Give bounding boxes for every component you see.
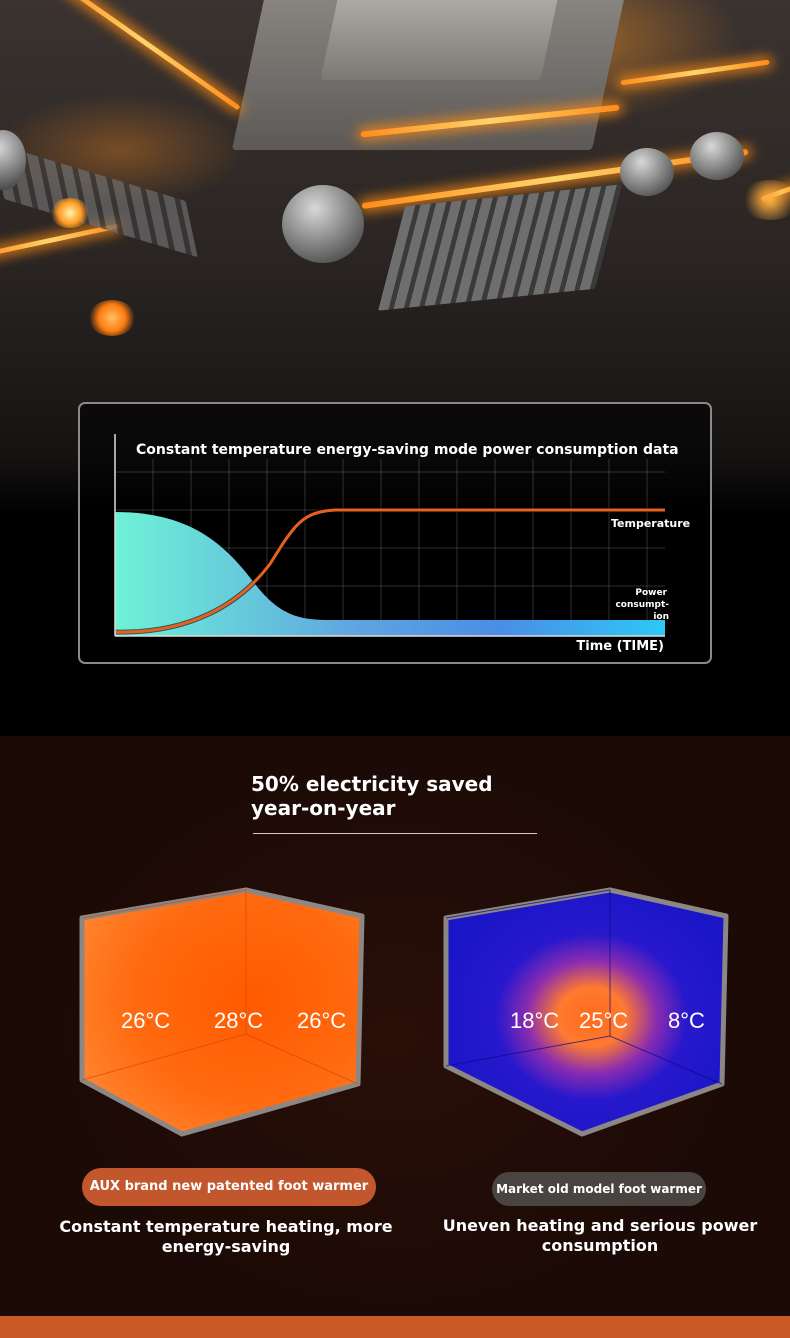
glow-trace (49, 0, 241, 111)
power-consumption-area (115, 512, 665, 636)
old-warmer-badge: Market old model foot warmer (492, 1172, 706, 1206)
savings-headline: 50% electricity saved year-on-year (251, 772, 493, 820)
bottom-accent-bar (0, 1316, 790, 1338)
power-series-label-line1: Power (635, 588, 667, 598)
room-heatmap-old-warmer (443, 887, 729, 1137)
power-series-label-line3: ion (653, 612, 669, 622)
glow-orb (88, 300, 136, 336)
glow-trace (620, 59, 770, 86)
glow-trace (0, 223, 119, 258)
headline-divider (253, 833, 537, 834)
temp-right-wall-old: 8°C (668, 1008, 705, 1033)
hero-circuit-board-image: Constant temperature energy-saving mode … (0, 0, 790, 736)
capacitor (690, 132, 744, 180)
heatsink (378, 184, 622, 311)
temp-center-old: 25°C (579, 1008, 629, 1033)
capacitor (282, 185, 364, 263)
new-warmer-badge: AUX brand new patented foot warmer (82, 1168, 376, 1206)
temp-right-wall: 26°C (297, 1008, 347, 1033)
capacitor (620, 148, 674, 196)
temp-left-wall-old: 18°C (510, 1008, 560, 1033)
room-heatmap-new-warmer (79, 887, 365, 1137)
power-series-label-line2: consumpt- (615, 600, 669, 610)
temperature-series-label: Temperature (611, 517, 690, 530)
temperature-curve (114, 508, 665, 634)
new-warmer-caption: Constant temperature heating, more energ… (59, 1217, 393, 1256)
chart-title: Constant temperature energy-saving mode … (136, 442, 679, 458)
x-axis-label: Time (TIME) (576, 639, 664, 654)
glow-orb (740, 180, 790, 220)
glow-orb (50, 198, 90, 228)
power-consumption-chart: Constant temperature energy-saving mode … (78, 402, 712, 664)
cpu-chip-top (320, 0, 560, 80)
temp-left-wall: 26°C (121, 1008, 171, 1033)
chart-canvas: Constant temperature energy-saving mode … (114, 434, 690, 654)
old-warmer-caption: Uneven heating and serious power consump… (442, 1216, 758, 1255)
heatsink (0, 142, 198, 258)
temp-center: 28°C (214, 1008, 264, 1033)
